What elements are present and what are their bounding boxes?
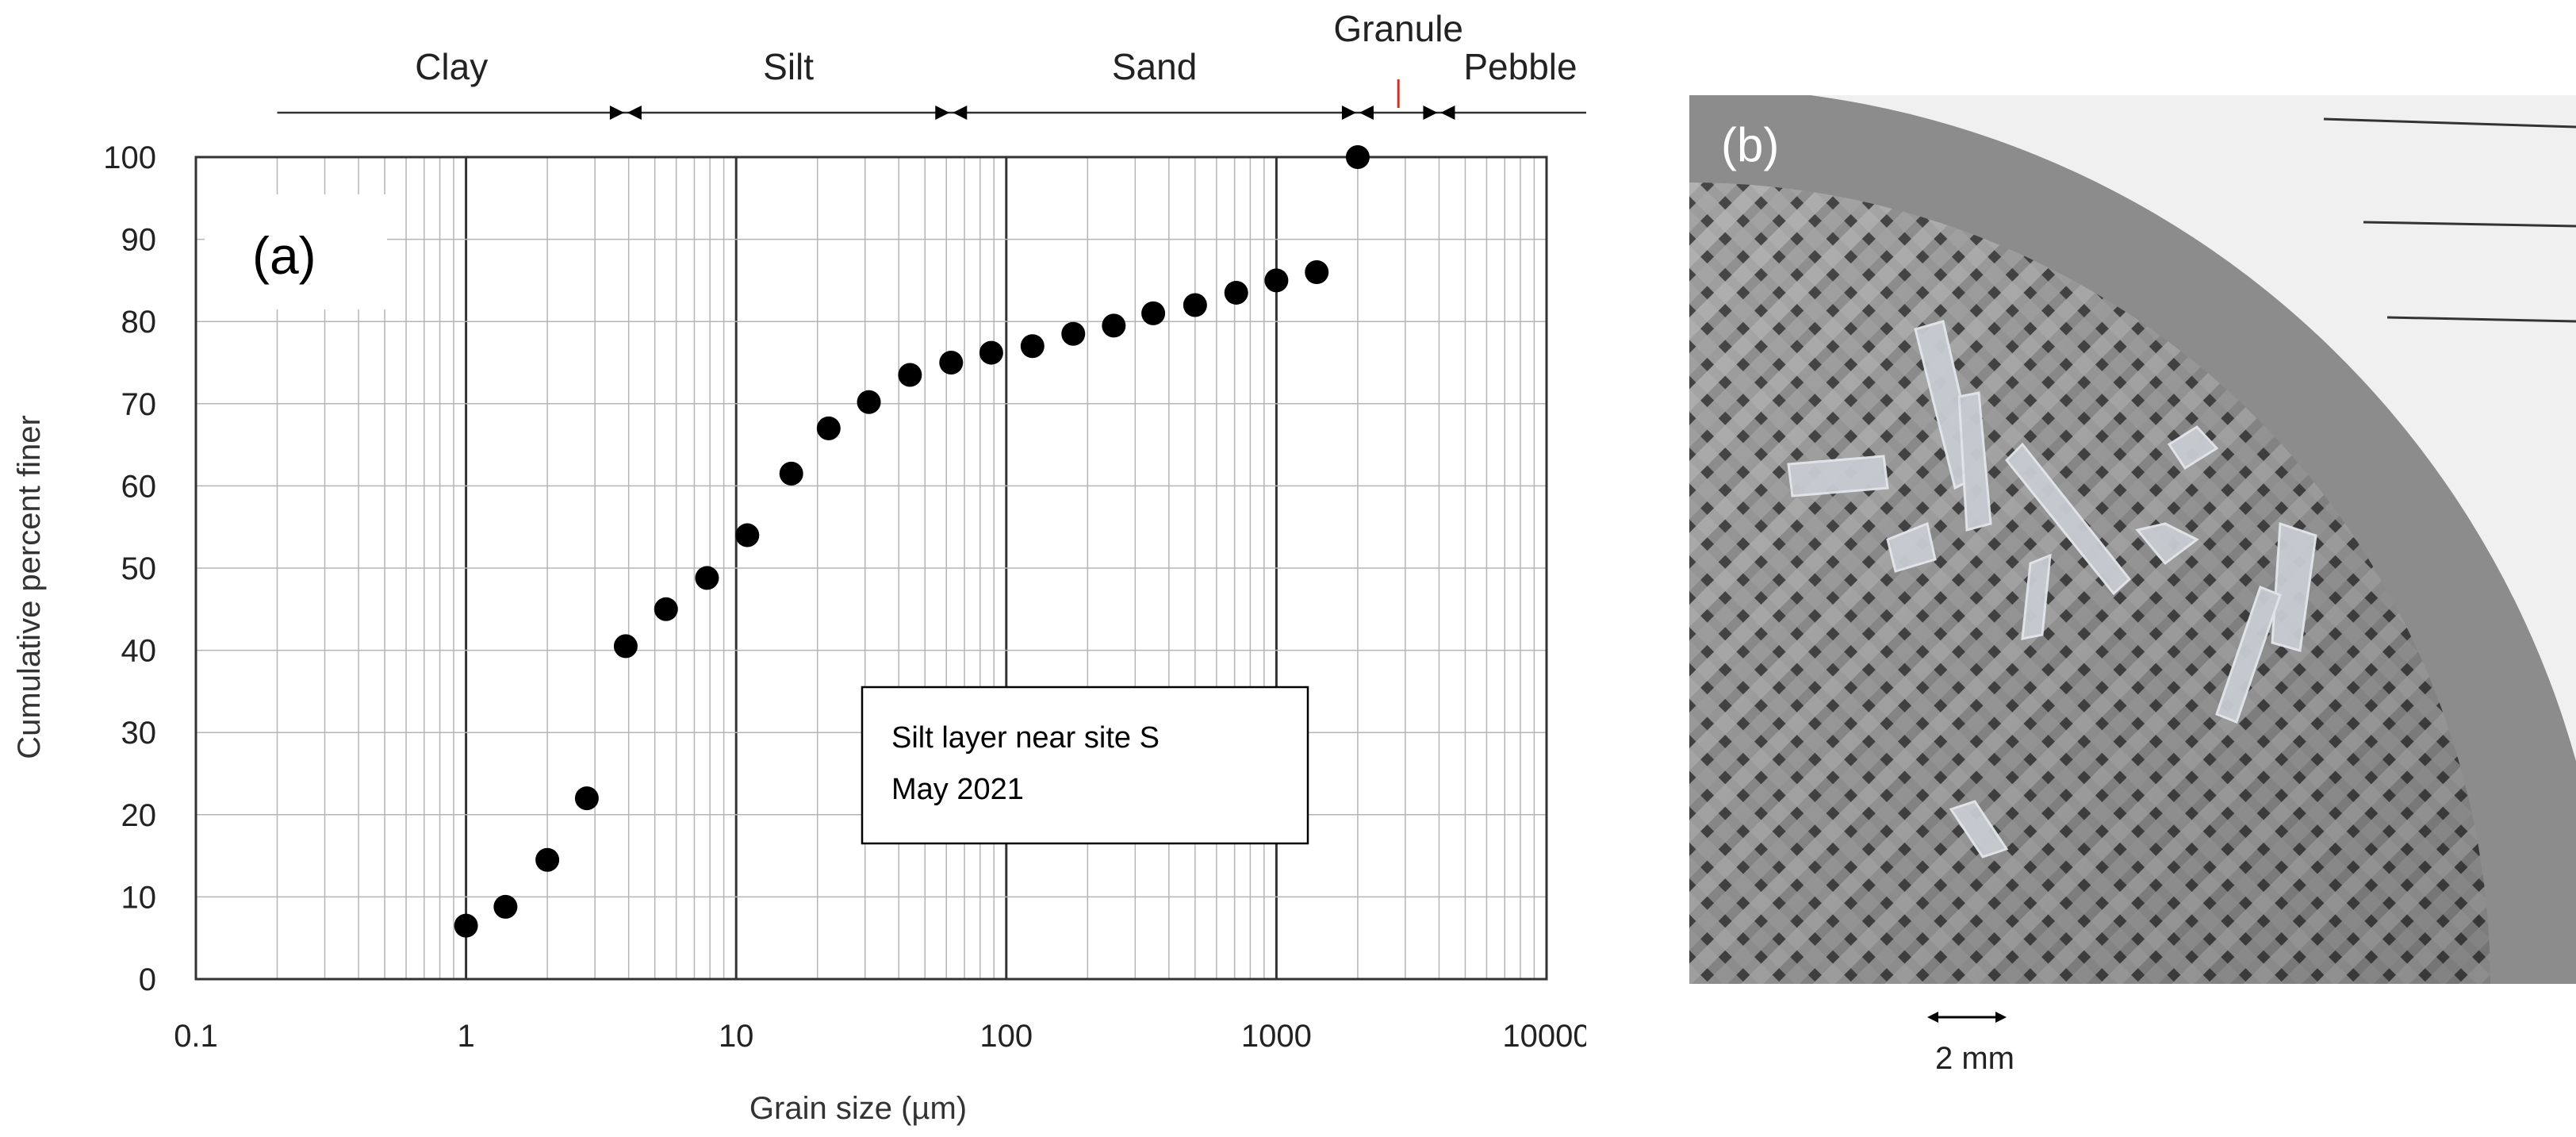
grain-class-label: Silt [763,46,814,87]
annotation-line-2: May 2021 [891,773,1024,806]
grain-class-label: Pebble [1463,46,1577,87]
grain-class-label: Sand [1112,46,1197,87]
class-boundary-arrow [953,106,968,120]
data-point [816,416,841,440]
annotation-box: Silt layer near site S May 2021 [861,686,1309,845]
y-tick-label: 20 [121,798,157,833]
data-point [493,894,518,919]
data-point [695,566,719,590]
data-point [574,786,599,811]
sieve-photo: (b) [1689,95,2576,984]
data-point [535,847,560,872]
y-tick-label: 90 [121,223,157,258]
data-point [654,597,678,621]
data-point [735,523,760,547]
y-tick-label: 70 [121,387,157,422]
y-tick-label: 40 [121,634,157,669]
data-point [454,913,478,938]
class-boundary-arrow [1423,106,1438,120]
class-boundary-arrow [1440,106,1455,120]
y-tick-label: 60 [121,469,157,504]
data-point [1183,293,1207,317]
scale-bar: 2 mm [1927,1001,2070,1097]
data-point [857,390,881,414]
y-tick-label: 50 [121,551,157,586]
plot-frame [194,156,1548,981]
panel-a-label-bg [205,194,387,309]
data-point [898,363,922,387]
data-point [1020,334,1045,359]
data-point [613,634,638,659]
x-tick-label: 10000 [1502,1019,1586,1054]
data-point [1345,145,1370,169]
x-tick-label: 0.1 [174,1019,218,1054]
data-points [454,145,1370,938]
class-boundary-arrow [1359,106,1374,120]
annotation-line-1: Silt layer near site S [891,721,1160,755]
class-boundary-arrow [935,106,950,120]
data-point [1061,321,1086,346]
y-tick-label: 10 [121,880,157,915]
y-tick-label: 80 [121,305,157,340]
x-tick-label: 1000 [1241,1019,1312,1054]
scale-bar-label: 2 mm [1935,1041,2014,1076]
y-tick-label: 100 [103,140,156,175]
y-axis-title: Cumulative percent finer [12,415,47,759]
data-point [1141,301,1166,325]
data-point [979,340,1003,365]
data-point [1305,260,1329,285]
y-tick-label: 0 [139,962,156,997]
data-point [1102,313,1126,338]
grain-class-label: Clay [415,46,488,87]
panel-b-label: (b) [1721,118,1780,171]
axis-ticks: 0.1 1 10 100 1000 10000 0 10 20 30 40 50 60 70 80 90 100 [103,140,1586,1054]
data-point [779,461,803,486]
class-boundary-arrow [1341,106,1356,120]
data-point [1264,268,1289,293]
double-arrow-icon [1927,1012,2007,1023]
data-point [939,351,964,375]
data-point [1224,280,1248,305]
chart-grid [194,156,1548,981]
grain-class-label: Granule [1333,8,1463,49]
x-tick-label: 1 [457,1019,474,1054]
x-tick-label: 10 [719,1019,754,1054]
x-tick-label: 100 [979,1019,1033,1054]
y-tick-label: 30 [121,716,157,751]
class-boundary-arrow [627,106,642,120]
panel-a-label: (a) [252,226,316,285]
class-boundary-arrow [609,106,624,120]
x-axis-title: Grain size (µm) [749,1091,967,1126]
